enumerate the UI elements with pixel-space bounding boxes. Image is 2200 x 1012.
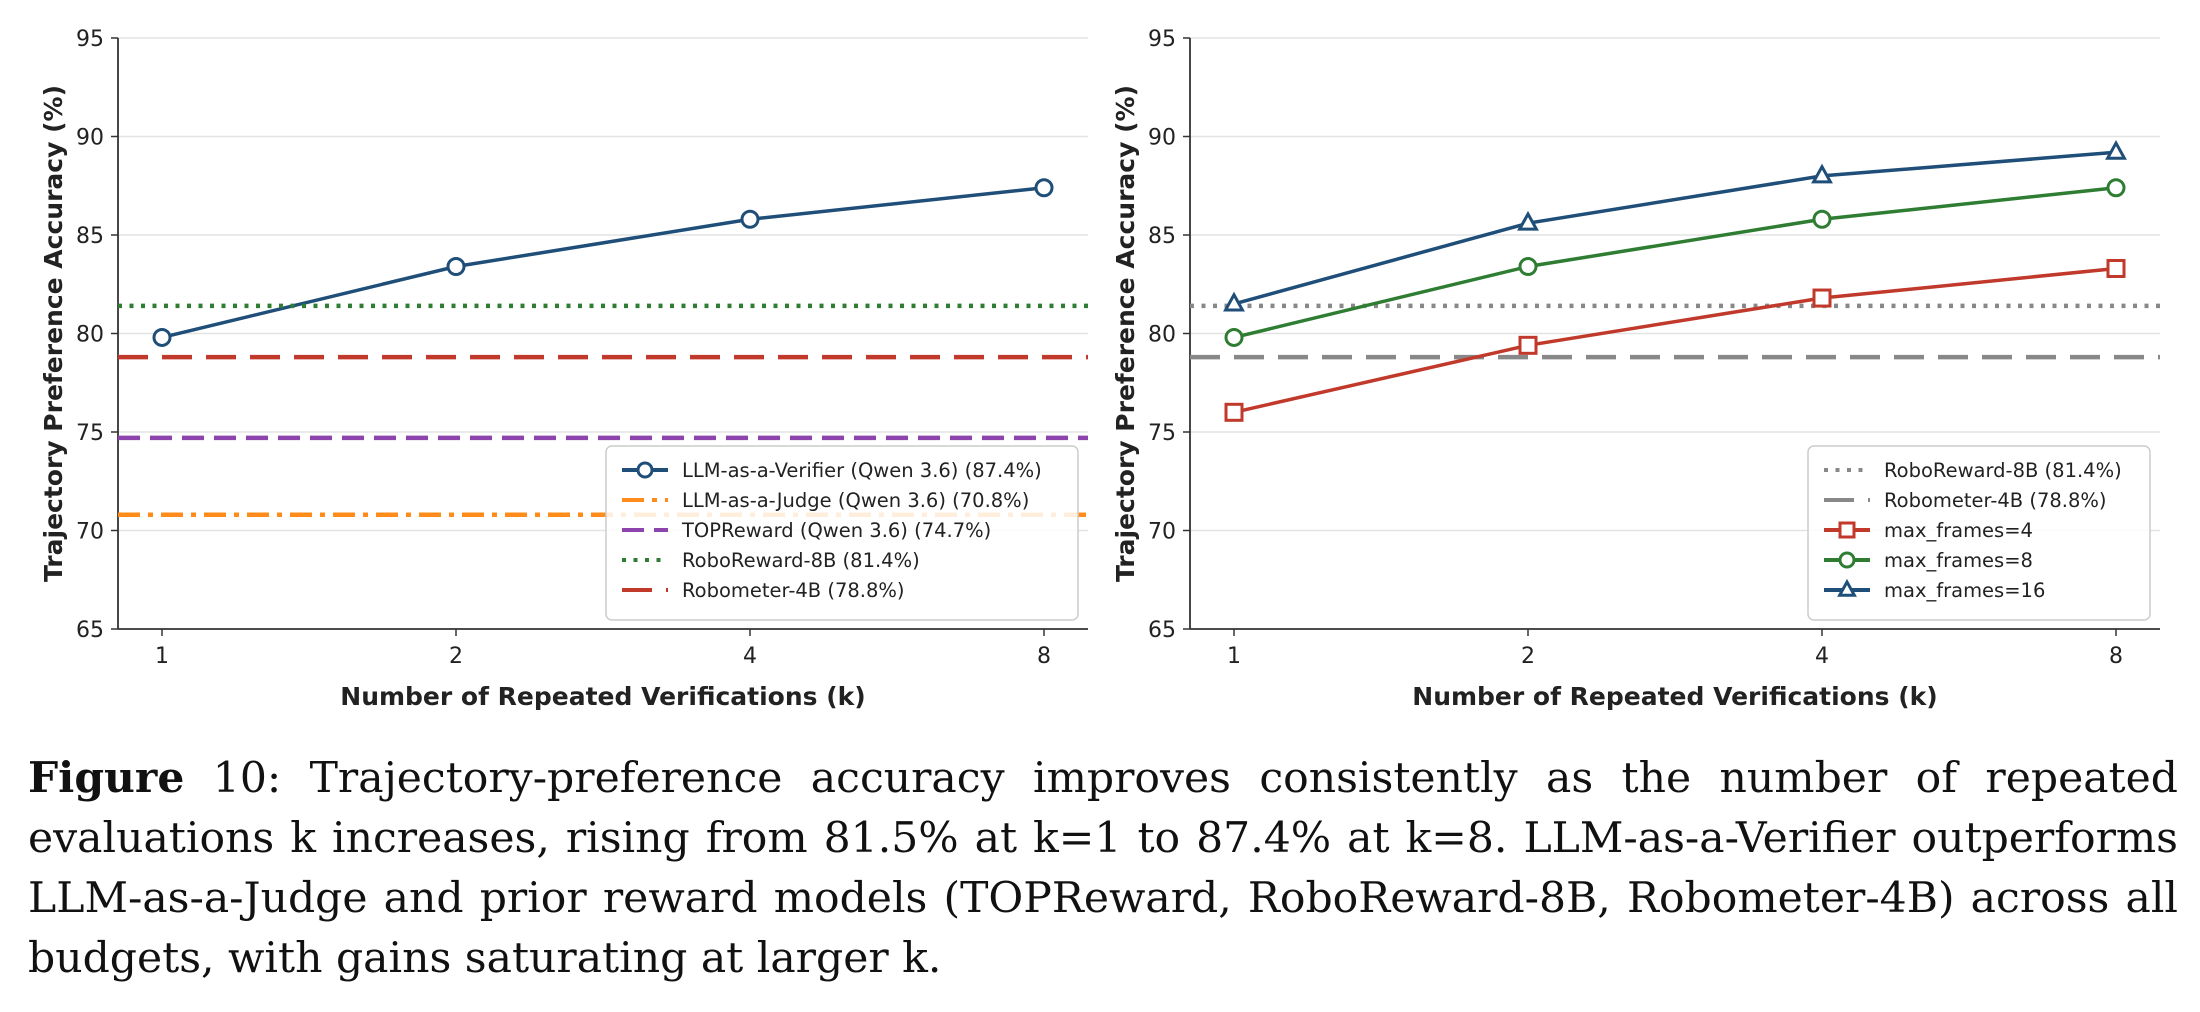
y-tick-label: 65 (1148, 618, 1176, 643)
chart-panel-1: 65 70 75 80 85 90 95 1 2 4 8 Number of Repeated Ver… (39, 27, 1088, 711)
legend-frame (605, 445, 1079, 621)
data-point (1812, 209, 1832, 229)
x-tick-label: 2 (1521, 644, 1535, 669)
legend: RoboReward-8B (81.4%) Robometer-4B (78.8%… (1807, 445, 2151, 621)
data-point (1224, 327, 1244, 347)
legend-swatch-marker (636, 461, 654, 479)
y-tick-label: 90 (76, 126, 104, 151)
caption-text: 10: Trajectory-preference accuracy impro… (28, 754, 2178, 983)
figure-panels: 65 70 75 80 85 90 95 1 2 4 8 Number of Repeated Ver… (39, 27, 2160, 711)
data-point (1224, 402, 1244, 422)
legend-label: max_frames=16 (1884, 579, 2045, 602)
legend-label: TOPReward (Qwen 3.6) (74.7%) (681, 519, 991, 542)
series-3 (1224, 258, 2126, 422)
data-point (1812, 288, 1832, 308)
y-tick-label: 75 (1148, 421, 1176, 446)
caption-label: Figure (28, 753, 185, 803)
data-point (1223, 291, 1245, 312)
legend-swatch-marker (1837, 578, 1857, 597)
legend-label: Robometer-4B (78.8%) (682, 579, 905, 602)
data-point (152, 327, 172, 347)
data-point (1518, 257, 1538, 277)
x-tick-label: 8 (1037, 644, 1051, 669)
x-axis-title: Number of Repeated Verifications (k) (340, 682, 865, 711)
data-point (446, 257, 466, 277)
y-tick-label: 80 (76, 323, 104, 348)
legend-label: LLM-as-a-Verifier (Qwen 3.6) (87.4%) (682, 459, 1042, 482)
y-tick-label: 70 (1148, 520, 1176, 545)
y-tick-label: 95 (76, 27, 104, 52)
series-line (1233, 150, 2117, 306)
legend-swatch-marker (1838, 521, 1856, 539)
x-tick-label: 4 (1815, 644, 1829, 669)
y-tick-label: 90 (1148, 126, 1176, 151)
data-point (1811, 163, 1833, 184)
data-point (740, 209, 760, 229)
series-line (1233, 185, 2117, 340)
chart-panel-2: 65 70 75 80 85 90 95 1 2 4 8 Number of Repeated Ver… (1111, 27, 2160, 711)
series-5 (1223, 139, 2127, 312)
legend-frame (1807, 445, 2151, 621)
x-tick-label: 2 (449, 644, 463, 669)
legend-label: LLM-as-a-Judge (Qwen 3.6) (70.8%) (682, 489, 1029, 512)
data-point (1517, 210, 1539, 231)
y-tick-label: 65 (76, 618, 104, 643)
legend-label: max_frames=8 (1884, 549, 2033, 572)
legend-swatch-marker (1838, 551, 1856, 569)
legend-label: Robometer-4B (78.8%) (1884, 489, 2107, 512)
data-point (2106, 258, 2126, 278)
x-tick-label: 1 (155, 644, 169, 669)
y-tick-label: 70 (76, 520, 104, 545)
y-tick-label: 85 (76, 224, 104, 249)
legend-label: max_frames=4 (1884, 519, 2033, 542)
legend-label: RoboReward-8B (81.4%) (682, 549, 920, 572)
y-tick-label: 85 (1148, 224, 1176, 249)
series-1 (152, 178, 1054, 347)
series-line (1233, 266, 2117, 415)
figure-caption: Figure 10: Trajectory-preference accurac… (28, 748, 2178, 989)
y-axis-title: Trajectory Preference Accuracy (%) (1111, 85, 1140, 582)
y-tick-label: 95 (1148, 27, 1176, 52)
series-line (161, 185, 1045, 340)
data-point (2106, 178, 2126, 198)
x-axis-title: Number of Repeated Verifications (k) (1412, 682, 1937, 711)
y-tick-label: 80 (1148, 323, 1176, 348)
y-tick-label: 75 (76, 421, 104, 446)
legend: LLM-as-a-Verifier (Qwen 3.6) (87.4%) LLM-… (605, 445, 1079, 621)
x-tick-label: 4 (743, 644, 757, 669)
data-point (1034, 178, 1054, 198)
series-4 (1224, 178, 2126, 347)
legend-label: RoboReward-8B (81.4%) (1884, 459, 2122, 482)
x-tick-label: 1 (1227, 644, 1241, 669)
data-point (1518, 335, 1538, 355)
data-point (2105, 139, 2127, 160)
x-tick-label: 8 (2109, 644, 2123, 669)
y-axis-title: Trajectory Preference Accuracy (%) (39, 85, 68, 582)
